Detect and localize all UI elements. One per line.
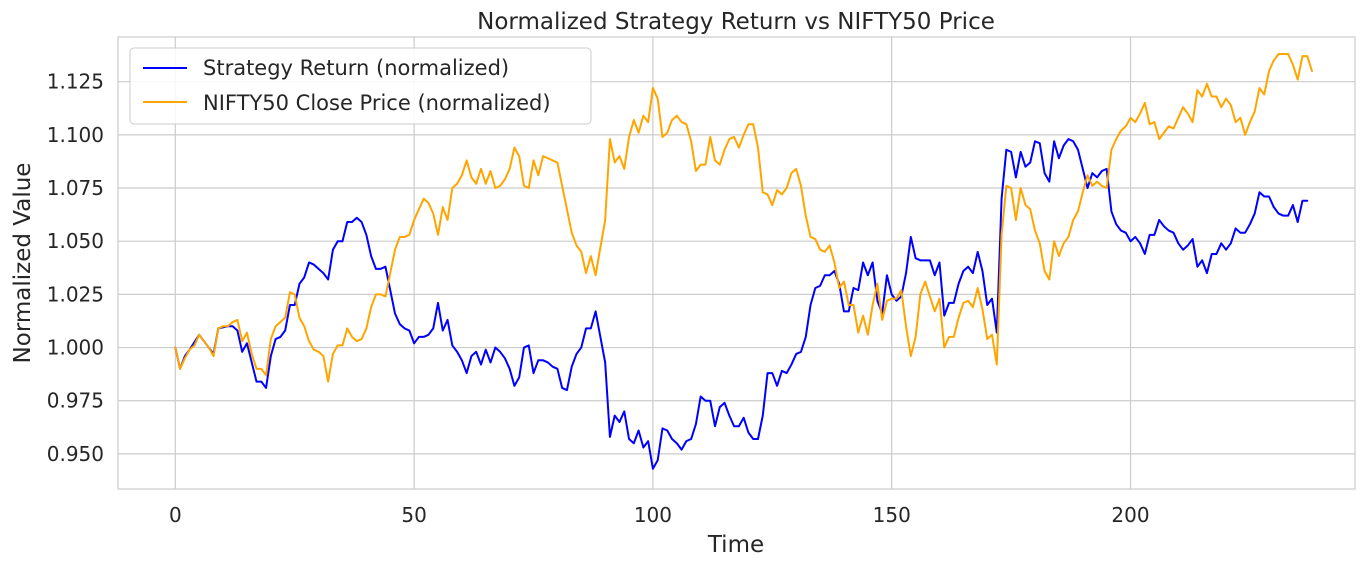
y-tick-label: 1.050 [47, 229, 104, 253]
strategy-return-line [174, 138, 1309, 470]
legend-box [129, 47, 592, 125]
y-axis-label: Normalized Value [10, 163, 36, 364]
x-tick-label: 200 [1111, 503, 1149, 527]
legend-nifty-label: NIFTY50 Close Price (normalized) [203, 91, 551, 115]
legend: Strategy Return (normalized) NIFTY50 Clo… [129, 47, 592, 125]
x-tick-labels: 0 50 100 150 200 [169, 503, 1150, 527]
y-tick-label: 1.075 [47, 176, 104, 200]
legend-strategy-label: Strategy Return (normalized) [203, 56, 509, 80]
x-tick-label: 0 [169, 503, 182, 527]
x-tick-label: 50 [401, 503, 426, 527]
nifty50-price-line [174, 53, 1314, 383]
y-tick-label: 0.975 [47, 389, 104, 413]
y-tick-labels: 0.950 0.975 1.000 1.025 1.050 1.075 1.100 1.125 [47, 70, 104, 466]
x-tick-label: 150 [873, 503, 911, 527]
x-axis-label: Time [707, 532, 764, 558]
y-tick-label: 0.950 [47, 442, 104, 466]
y-tick-label: 1.125 [47, 70, 104, 94]
y-tick-label: 1.100 [47, 123, 104, 147]
y-tick-label: 1.000 [47, 336, 104, 360]
y-tick-label: 1.025 [47, 282, 104, 306]
series-lines [174, 53, 1314, 470]
chart-title: Normalized Strategy Return vs NIFTY50 Pr… [477, 9, 995, 35]
plot-area-frame [117, 36, 1356, 490]
x-tick-label: 100 [634, 503, 672, 527]
